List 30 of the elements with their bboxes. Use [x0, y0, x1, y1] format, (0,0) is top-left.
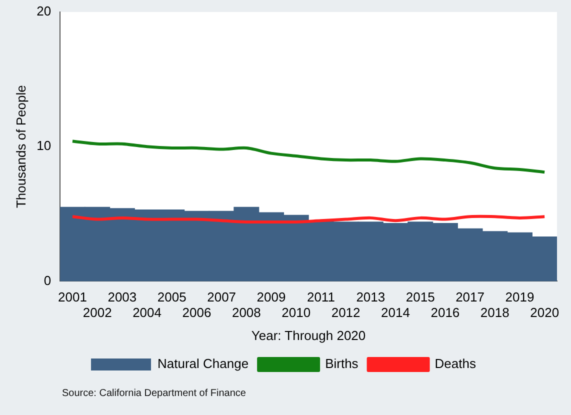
legend-label: Deaths	[434, 356, 476, 372]
x-tick-label: 2009	[256, 290, 286, 305]
x-tick-label: 2008	[232, 305, 261, 320]
x-tick-label: 2019	[505, 290, 534, 305]
y-axis-title: Thousands of People	[13, 85, 28, 208]
x-tick-label: 2002	[82, 305, 112, 320]
x-tick-label: 2005	[157, 290, 186, 305]
x-axis-title: Year: Through 2020	[251, 328, 366, 343]
x-tick-label: 2015	[406, 290, 435, 305]
x-tick-label: 2003	[108, 290, 137, 305]
x-tick-label: 2012	[331, 305, 360, 320]
source-note: Source: California Department of Finance	[62, 388, 246, 399]
x-tick-label: 2013	[356, 290, 386, 305]
legend-label: Natural Change	[158, 356, 249, 372]
x-tick-label: 2001	[58, 290, 87, 305]
line-series	[70, 140, 546, 174]
x-tick-label: 2018	[480, 305, 510, 320]
x-tick-label: 2016	[430, 305, 460, 320]
legend-label: Births	[325, 356, 359, 372]
x-tick-label: 2017	[456, 290, 484, 305]
x-tick-label: 2014	[381, 305, 410, 320]
x-tick-label: 2010	[282, 305, 311, 320]
x-tick-label: 2011	[306, 290, 335, 305]
x-tick-label: 2004	[132, 305, 162, 320]
y-tick-label: 0	[44, 272, 52, 288]
x-tick-label: 2007	[207, 290, 236, 305]
y-tick-label: 20	[36, 4, 52, 19]
y-tick-label: 10	[36, 138, 52, 154]
x-tick-label: 2006	[182, 305, 212, 320]
x-tick-label: 2020	[530, 305, 560, 320]
